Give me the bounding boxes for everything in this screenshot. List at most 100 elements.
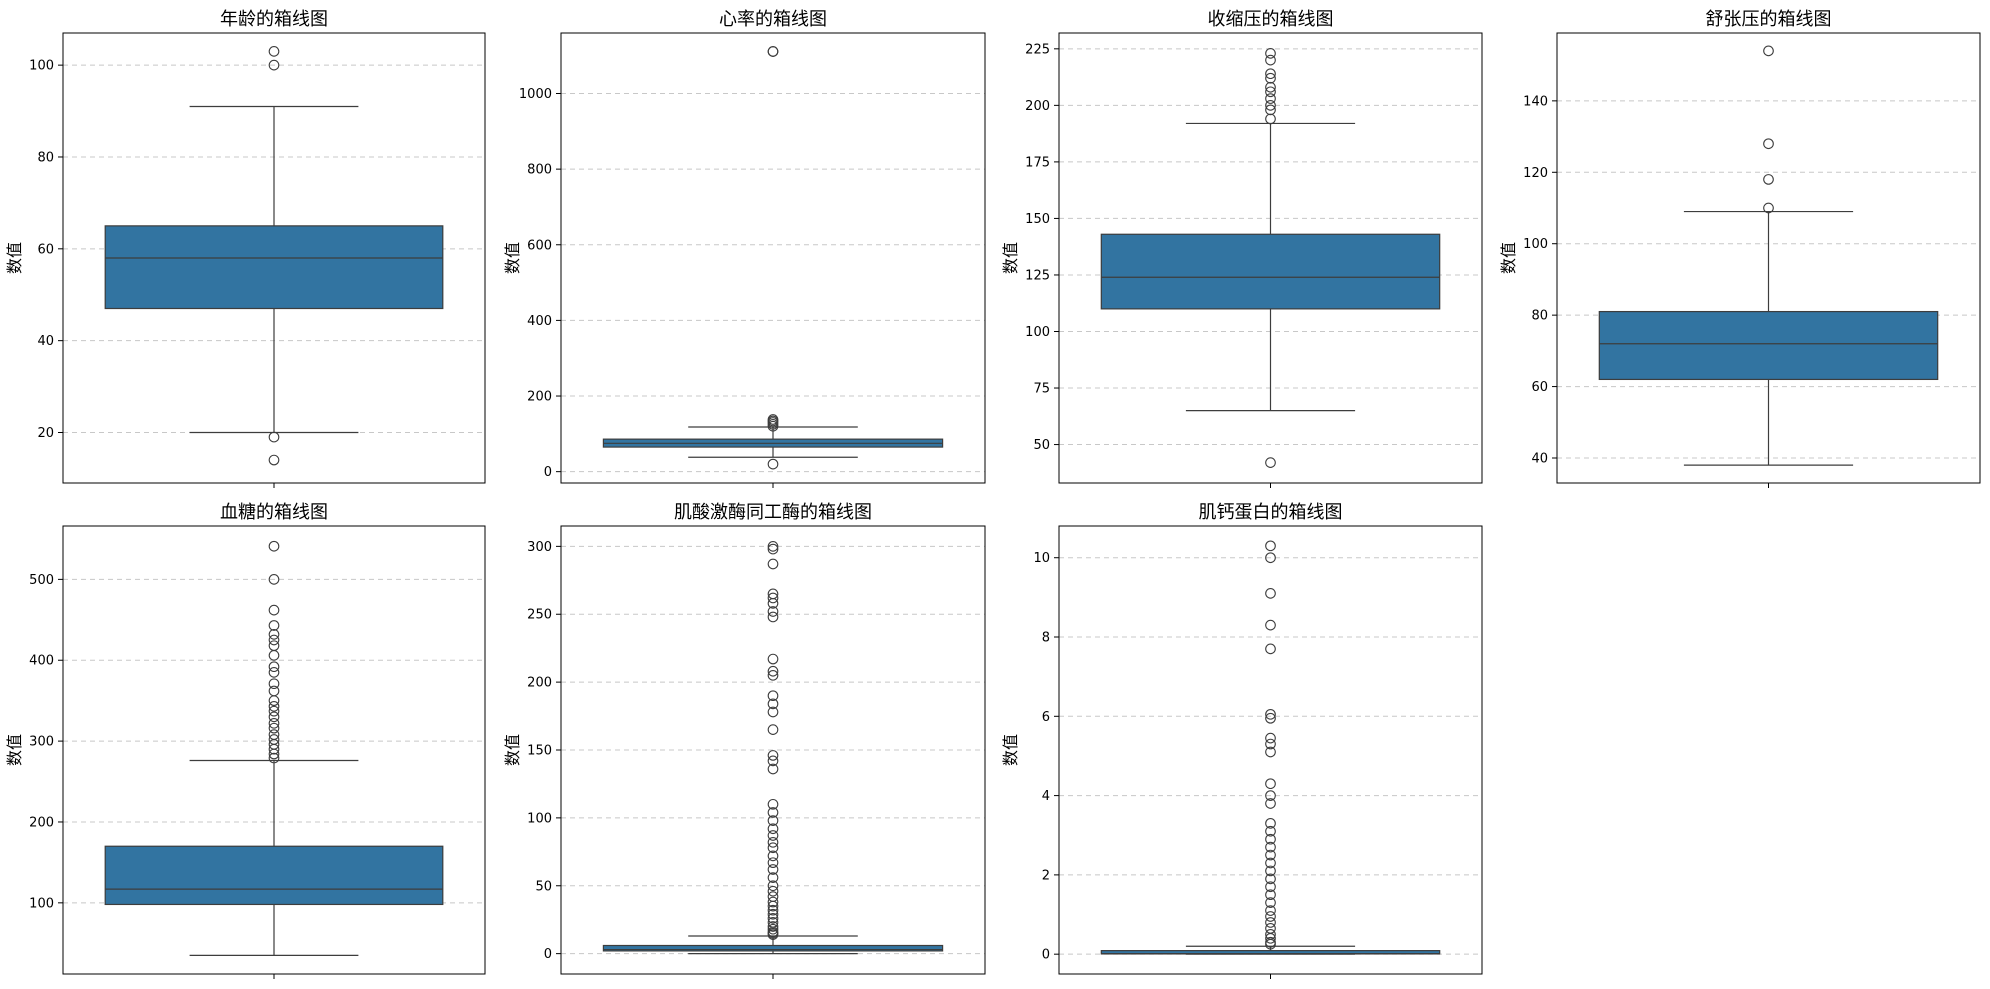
y-axis-label: 数值 (5, 242, 24, 274)
outlier-point (767, 750, 779, 761)
outlier-point (767, 755, 779, 767)
outlier-point (1265, 708, 1276, 720)
outlier-point (767, 891, 779, 902)
outlier-point (1265, 841, 1276, 853)
y-tick-label: 10 (1033, 551, 1050, 566)
box-iqr (104, 225, 444, 310)
box-iqr (602, 944, 944, 952)
y-tick-label: 100 (29, 896, 54, 911)
outlier-point (1265, 457, 1276, 468)
y-axis-label: 数值 (5, 734, 24, 766)
axes-frame (1058, 32, 1483, 484)
box-iqr (104, 845, 444, 906)
outlier-point (1265, 817, 1276, 829)
outlier-point (268, 661, 280, 673)
outlier-point (268, 717, 280, 729)
y-tick-label: 800 (527, 163, 552, 178)
outlier-point (268, 700, 280, 712)
y-tick-label: 50 (535, 879, 552, 894)
outlier-point (767, 458, 779, 470)
outlier-point (767, 706, 779, 718)
outlier-point (1265, 790, 1276, 801)
outlier-point (767, 669, 779, 681)
outlier-point (767, 912, 779, 924)
outlier-point (1265, 552, 1276, 564)
outlier-point (1763, 138, 1774, 150)
outlier-point (268, 685, 280, 697)
axes-frame (1058, 525, 1483, 975)
outlier-point (1265, 72, 1276, 84)
y-tick-label: 100 (29, 59, 54, 74)
y-tick-label: 1000 (519, 87, 552, 102)
y-tick-label: 60 (37, 242, 54, 257)
outlier-point (767, 842, 779, 854)
outlier-point (1763, 174, 1774, 185)
outlier-point (268, 695, 280, 707)
y-tick-label: 400 (29, 654, 54, 669)
outlier-point (268, 711, 280, 723)
outlier-point (1763, 45, 1774, 57)
outlier-point (767, 900, 779, 912)
axes-frame (62, 32, 486, 484)
y-tick-label: 20 (37, 426, 54, 441)
outlier-point (767, 698, 779, 710)
outlier-point (1265, 738, 1276, 750)
chart-title: 年龄的箱线图 (220, 9, 328, 30)
y-tick-label: 8 (1042, 631, 1050, 646)
y-tick-label: 40 (37, 334, 54, 349)
outlier-point (767, 929, 779, 940)
y-axis-label: 数值 (503, 242, 522, 274)
y-tick-label: 250 (527, 608, 552, 623)
outlier-point (767, 836, 779, 848)
outlier-point (1265, 732, 1276, 744)
outlier-point (767, 807, 779, 818)
outlier-point (1763, 202, 1774, 214)
outlier-point (767, 872, 779, 883)
outlier-point (1265, 905, 1276, 916)
y-tick-label: 150 (527, 744, 552, 759)
outlier-point (268, 431, 280, 443)
outlier-point (1265, 619, 1276, 631)
outlier-point (767, 611, 779, 623)
outlier-point (767, 598, 779, 609)
chart-title: 肌钙蛋白的箱线图 (1199, 502, 1343, 523)
outlier-point (268, 640, 280, 652)
outlier-point (767, 653, 779, 665)
y-tick-label: 400 (527, 314, 552, 329)
y-tick-label: 300 (527, 540, 552, 555)
outlier-point (767, 815, 779, 826)
outlier-point (1265, 81, 1276, 93)
chart-title: 舒张压的箱线图 (1706, 9, 1832, 30)
box-iqr (1100, 233, 1441, 310)
y-tick-label: 75 (1033, 382, 1050, 397)
outlier-point (1265, 798, 1276, 809)
y-tick-label: 80 (37, 150, 54, 165)
axes-frame (62, 525, 486, 975)
outlier-point (1265, 923, 1276, 934)
outlier-point (1265, 540, 1276, 552)
outlier-point (268, 667, 280, 678)
outlier-point (767, 420, 779, 432)
outlier-point (1265, 778, 1276, 790)
outlier-point (767, 896, 779, 908)
outlier-point (1265, 643, 1276, 655)
outlier-point (268, 748, 280, 760)
chart-title: 肌酸激酶同工酶的箱线图 (674, 502, 872, 523)
outlier-point (268, 46, 280, 57)
y-tick-label: 125 (1025, 268, 1050, 283)
y-tick-label: 0 (1042, 948, 1050, 963)
axes-frame (1556, 32, 1981, 484)
y-tick-label: 225 (1025, 42, 1050, 57)
outlier-point (268, 678, 280, 690)
outlier-point (767, 592, 779, 604)
outlier-point (1265, 911, 1276, 922)
outlier-point (268, 722, 280, 734)
outlier-point (268, 574, 280, 585)
outlier-point (767, 908, 779, 920)
outlier-point (767, 558, 779, 570)
outlier-point (767, 864, 779, 875)
